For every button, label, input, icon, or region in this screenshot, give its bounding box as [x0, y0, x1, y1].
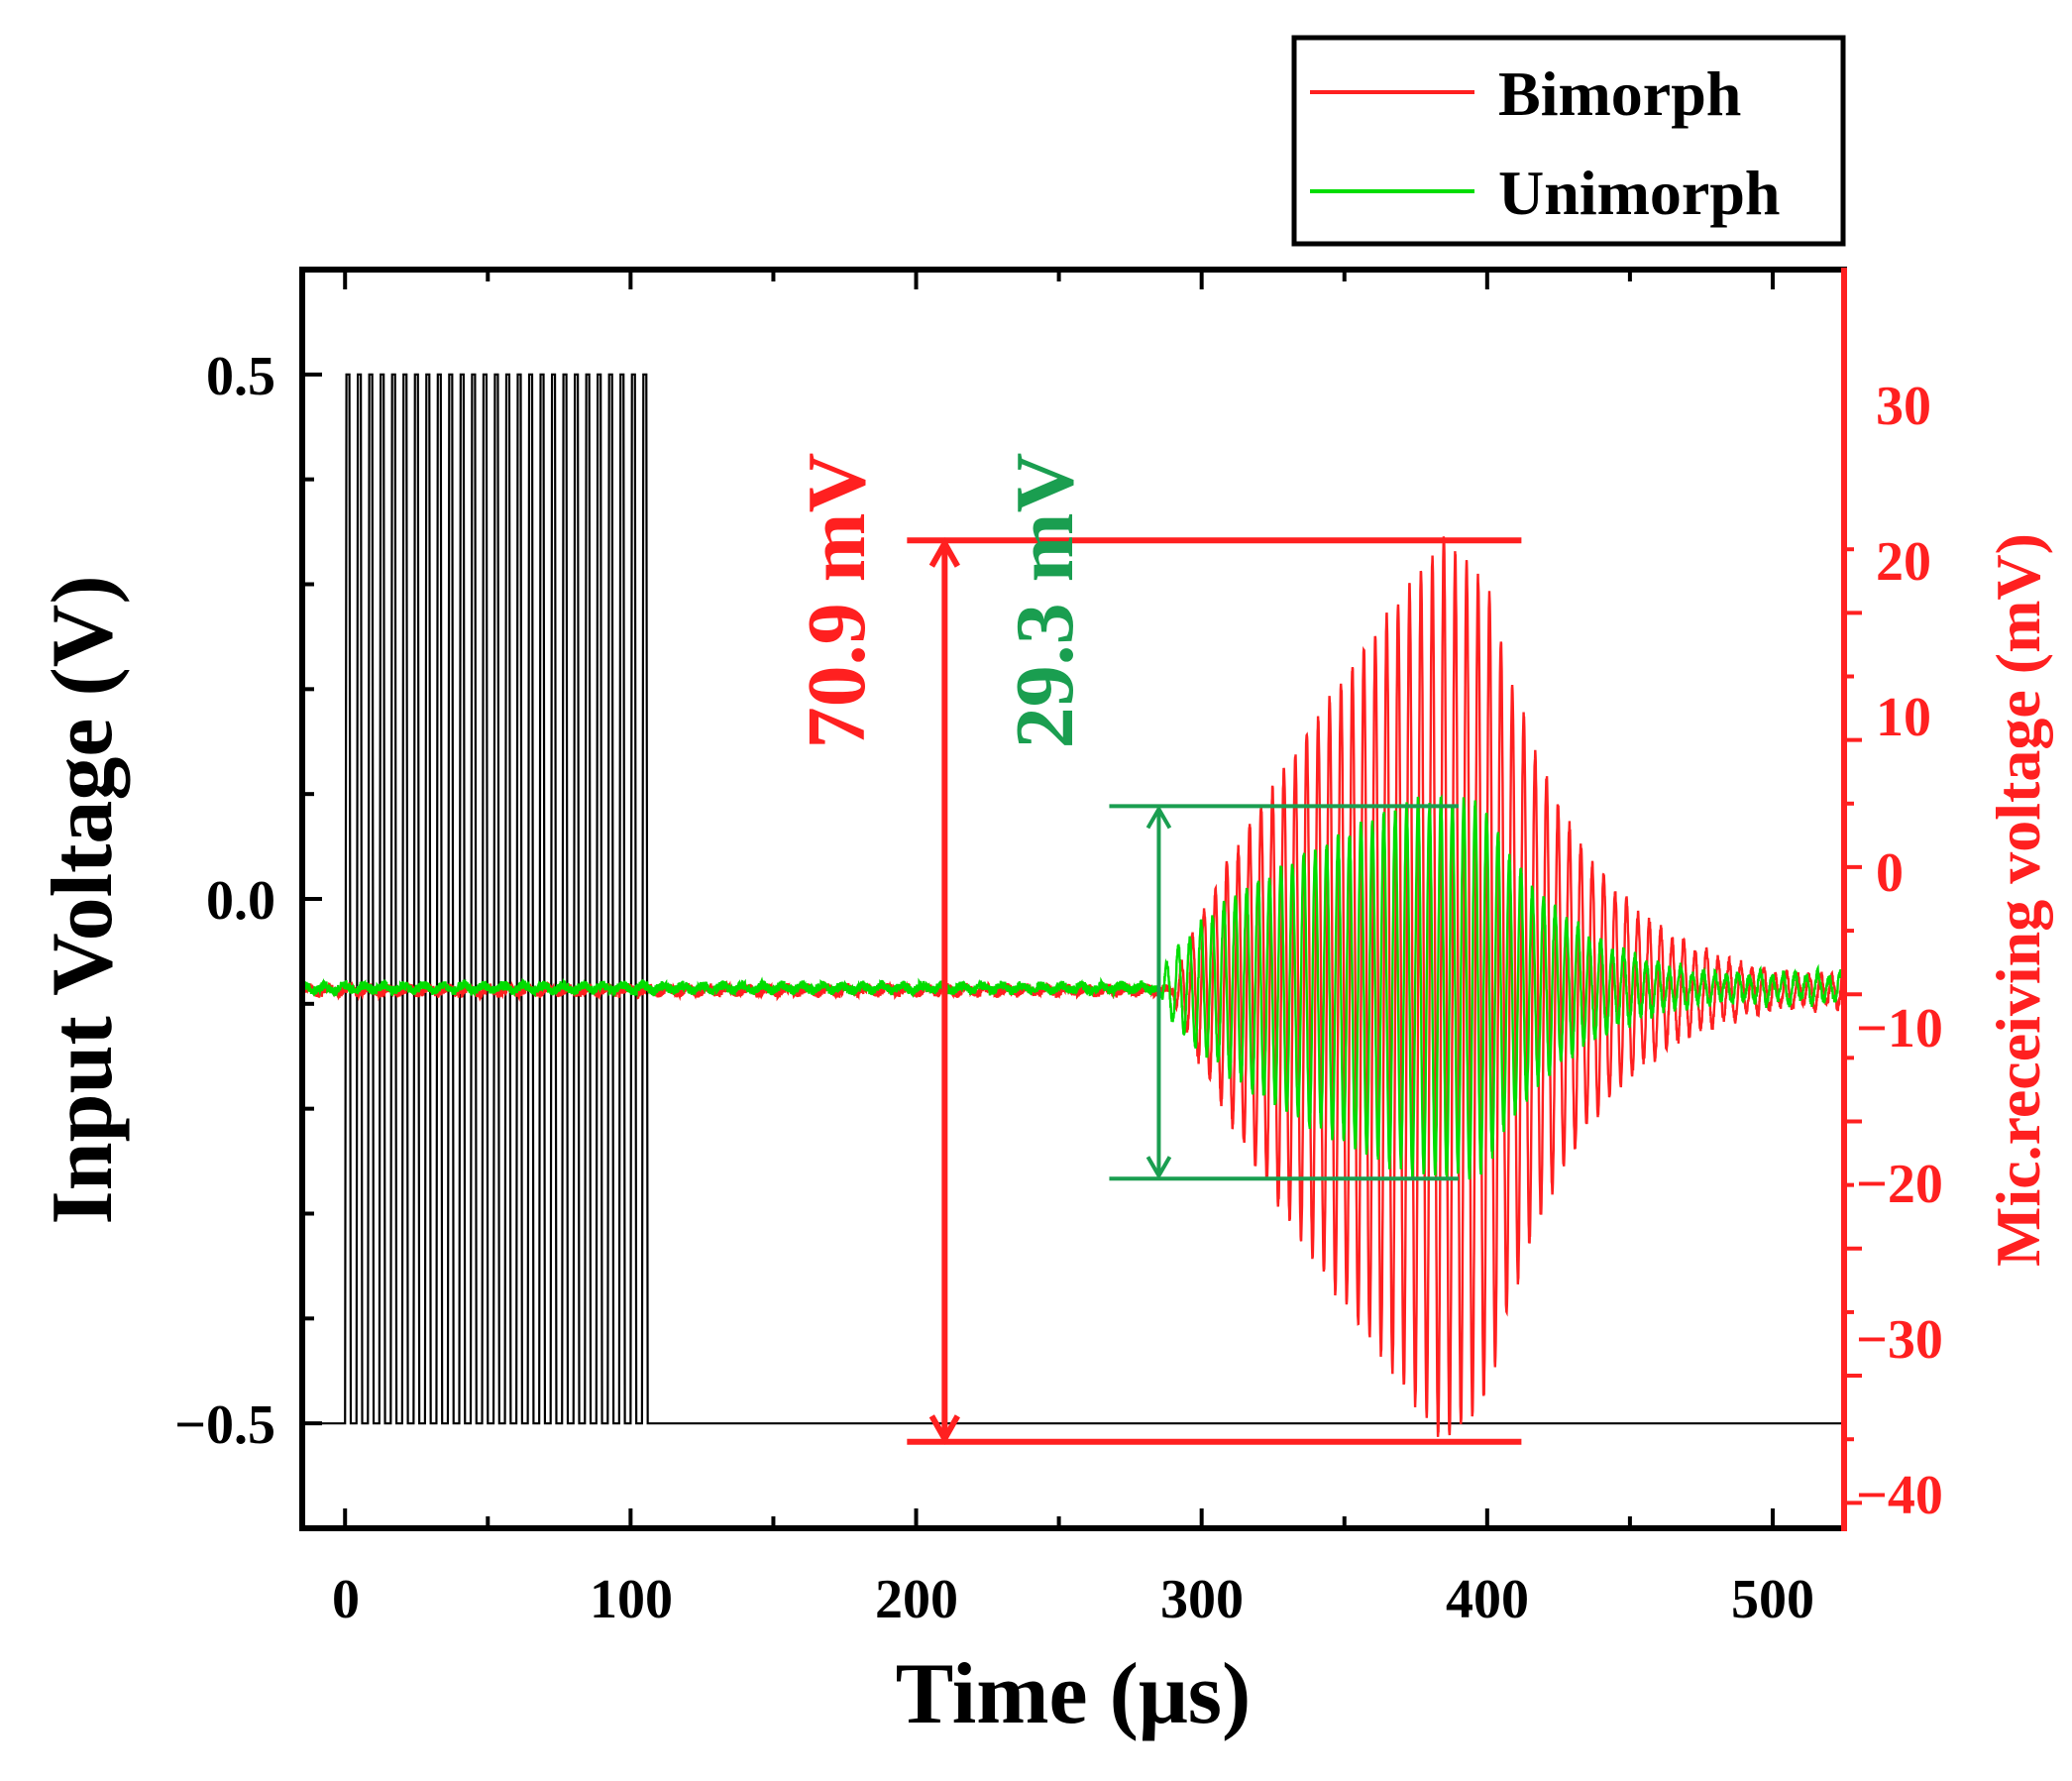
- x-tick-label-0: 0: [332, 1569, 360, 1630]
- y-right-tick-label-10: 10: [1876, 687, 1931, 748]
- series-unimorph-line: [302, 794, 1844, 1180]
- annotation-arrowhead-up: [928, 537, 960, 568]
- annotation-arrowhead-down: [1145, 1156, 1172, 1180]
- series-input-line: [302, 373, 1844, 1425]
- bimorph-p2p-label: 70.9 mV: [791, 453, 883, 749]
- y-left-tick-label-0.0: 0.0: [206, 870, 275, 932]
- y-left-axis-title: Input Voltage (V): [35, 575, 131, 1224]
- x-tick-label-400: 400: [1446, 1569, 1529, 1630]
- legend-label-bimorph: Bimorph: [1498, 58, 1741, 129]
- y-right-tick-label--30: −30: [1856, 1309, 1943, 1371]
- x-tick-label-500: 500: [1731, 1569, 1814, 1630]
- x-axis-title: Time (μs): [896, 1646, 1252, 1742]
- x-tick-label-300: 300: [1160, 1569, 1244, 1630]
- x-tick-label-100: 100: [590, 1569, 673, 1630]
- tick-layer: [302, 270, 1862, 1528]
- y-left-tick-label-0.5: 0.5: [206, 346, 275, 407]
- annotation-layer: [907, 537, 1522, 1445]
- legend-box: [1291, 35, 1846, 247]
- y-right-tick-label-20: 20: [1876, 531, 1931, 593]
- x-tick-label-200: 200: [875, 1569, 958, 1630]
- y-right-tick-label--20: −20: [1856, 1154, 1943, 1215]
- annotation-arrowhead-up: [1145, 805, 1172, 830]
- y-right-tick-label-0: 0: [1876, 842, 1904, 904]
- legend-label-unimorph: Unimorph: [1498, 158, 1781, 228]
- y-left-tick-label--0.5: −0.5: [174, 1394, 275, 1456]
- annotation-arrowhead-down: [928, 1414, 960, 1445]
- y-right-tick-label-30: 30: [1876, 376, 1931, 437]
- y-right-tick-label--10: −10: [1856, 998, 1943, 1059]
- y-right-tick-label--40: −40: [1856, 1465, 1943, 1526]
- data-layer: [302, 373, 1844, 1437]
- legend: Bimorph Unimorph: [1291, 35, 1846, 247]
- y-right-axis-title: Mic.receiving voltage (mV): [1983, 533, 2053, 1267]
- unimorph-p2p-label: 29.3 mV: [999, 453, 1091, 749]
